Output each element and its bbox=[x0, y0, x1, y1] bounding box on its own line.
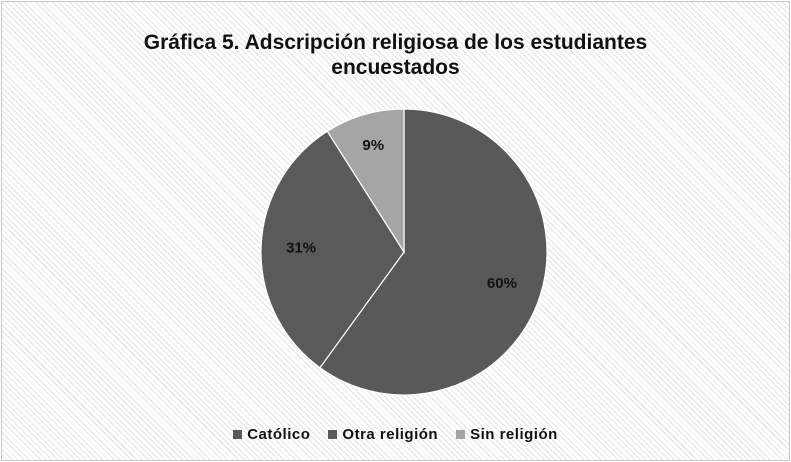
legend-label-sin-religion: Sin religión bbox=[470, 426, 558, 443]
chart-title: Gráfica 5. Adscripción religiosa de los … bbox=[2, 30, 789, 80]
legend-item-sin-religion: Sin religión bbox=[456, 426, 558, 443]
data-label-catolico: 60% bbox=[487, 275, 517, 292]
data-label-sin-religion: 9% bbox=[362, 137, 384, 154]
legend-item-otra-religion: Otra religión bbox=[328, 426, 438, 443]
chart-title-line-1: Gráfica 5. Adscripción religiosa de los … bbox=[143, 31, 648, 54]
pie-slice-catolico bbox=[319, 108, 548, 396]
data-label-otra-religion: 31% bbox=[286, 240, 316, 257]
pie-slice-sin-religion bbox=[326, 108, 405, 255]
chart-title-line-2: encuestados bbox=[331, 56, 460, 79]
legend-swatch-sin-religion bbox=[456, 430, 466, 439]
legend: Católico Otra religión Sin religión bbox=[2, 426, 789, 443]
legend-label-catolico: Católico bbox=[247, 426, 311, 443]
pie-slice-otra-religion bbox=[260, 130, 405, 369]
legend-swatch-otra-religion bbox=[328, 430, 338, 439]
legend-label-otra-religion: Otra religión bbox=[342, 426, 439, 443]
legend-item-catolico: Católico bbox=[233, 426, 310, 443]
pie-chart: 60% 31% 9% bbox=[260, 108, 548, 396]
legend-swatch-catolico bbox=[233, 430, 243, 439]
